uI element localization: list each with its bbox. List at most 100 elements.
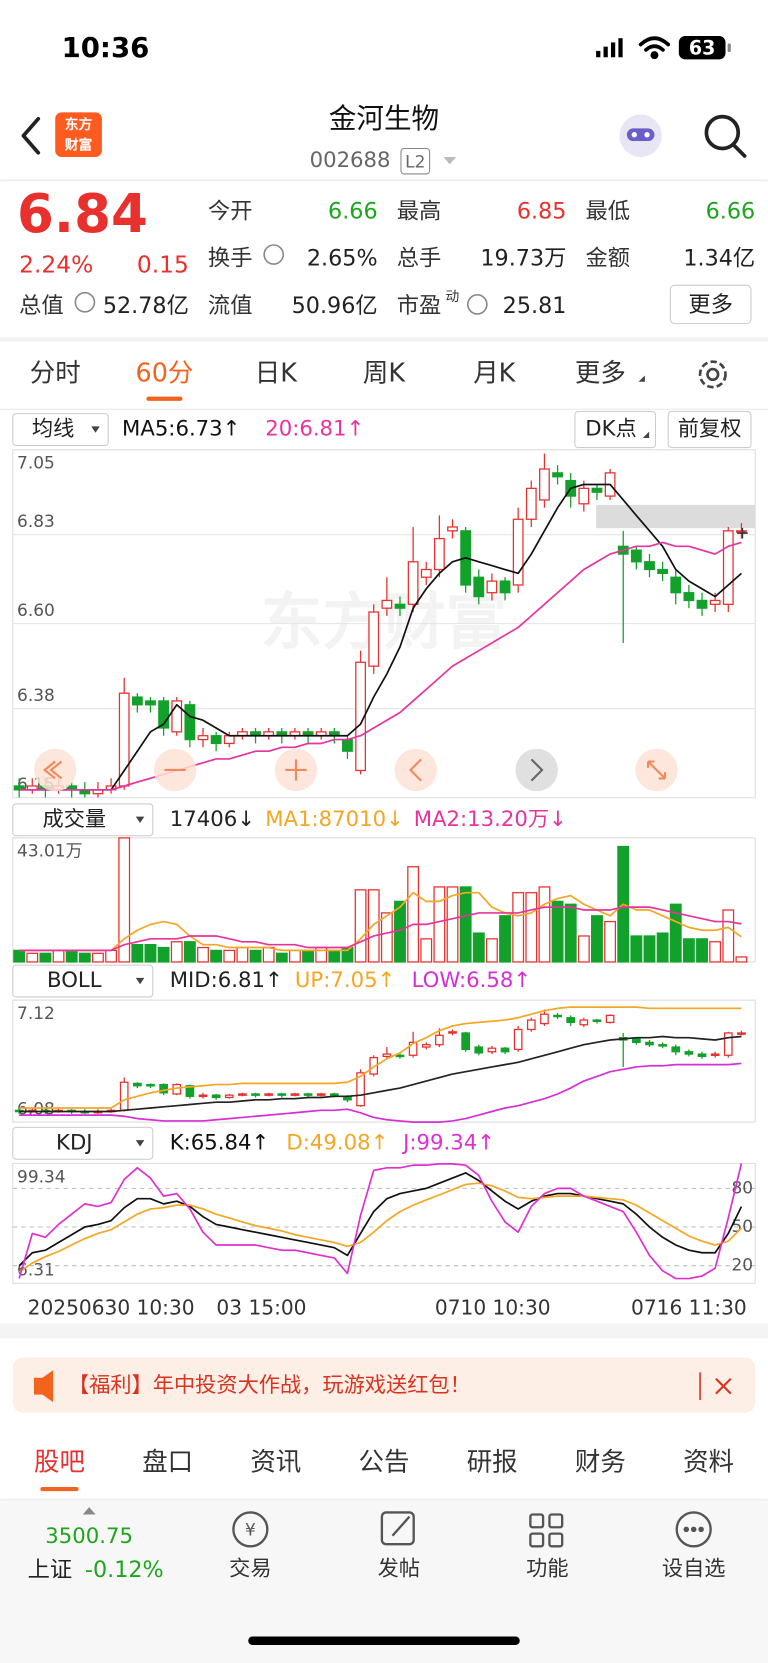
candle-body <box>566 1017 576 1024</box>
back-button[interactable] <box>21 116 41 155</box>
candle-body <box>473 576 485 598</box>
content-tab[interactable]: 研报 <box>467 1448 518 1478</box>
volume-bar <box>459 886 472 963</box>
indicator-selector[interactable] <box>12 964 154 998</box>
action-labels: 交易 发帖 功能 设自选 <box>229 1557 725 1582</box>
bottom-bar <box>0 1500 768 1663</box>
volume-bar <box>354 889 367 963</box>
candle-body <box>723 1032 733 1056</box>
banner-text[interactable]: 【福利】年中投资大作战，玩游戏送红包！ <box>68 1373 471 1398</box>
action-label[interactable]: 交易 <box>229 1557 271 1582</box>
period-tab[interactable]: 日K <box>255 358 298 388</box>
assistant-icon[interactable] <box>619 114 662 157</box>
volume-bar <box>682 938 695 963</box>
volume-bar <box>525 892 538 963</box>
dropdown-arrow[interactable] <box>443 156 457 165</box>
volume-bar <box>499 915 511 963</box>
expand-arrow[interactable] <box>82 1507 96 1515</box>
index-name[interactable]: 上证 <box>28 1557 73 1583</box>
indicator-name[interactable]: 成交量 <box>43 807 107 832</box>
more-button-text[interactable]: 更多 <box>688 292 733 318</box>
chart-button[interactable] <box>667 410 752 449</box>
volume-bar <box>52 949 65 963</box>
period-tab[interactable]: 60分 <box>136 358 194 388</box>
indicator-line <box>19 1006 742 1109</box>
indicator-selector[interactable] <box>12 413 109 446</box>
scroll-left-button[interactable] <box>394 748 438 792</box>
field-label: 最低 <box>586 199 631 225</box>
candle-body <box>591 487 603 493</box>
promo-banner[interactable] <box>12 1357 756 1413</box>
period-tabs: 分时 60分 日K 周K 月K 更多 <box>30 358 626 401</box>
index-change[interactable]: -0.12% <box>85 1557 164 1583</box>
volume-bar <box>643 935 656 963</box>
logo-text: 财富 <box>64 136 93 153</box>
field-value: 52.78亿 <box>103 293 189 319</box>
action-label[interactable]: 设自选 <box>662 1557 726 1582</box>
chart-frame <box>12 999 756 1123</box>
period-tab[interactable]: 月K <box>473 358 516 388</box>
volume-bar <box>13 949 26 963</box>
more-button[interactable] <box>669 284 752 325</box>
close-banner[interactable] <box>715 1378 732 1395</box>
content-tab[interactable]: 财务 <box>575 1448 626 1478</box>
content-tab[interactable]: 股吧 <box>34 1448 85 1478</box>
field-value: 19.73万 <box>480 245 566 271</box>
watermark: 东方财富 <box>261 586 507 658</box>
selector-arrow <box>91 426 100 433</box>
period-tab[interactable]: 分时 <box>30 358 81 388</box>
trade-icon[interactable] <box>232 1511 269 1548</box>
icon <box>409 758 422 782</box>
dot <box>690 1526 697 1533</box>
legend-entry: J:99.34↑ <box>401 1130 495 1155</box>
speaker-icon <box>34 1370 54 1403</box>
action-label[interactable]: 功能 <box>526 1557 568 1582</box>
content-tab[interactable]: 公告 <box>359 1448 410 1478</box>
candle-body <box>264 1093 274 1096</box>
chart-button-text[interactable]: 前复权 <box>678 417 742 442</box>
indicator-name[interactable]: KDJ <box>56 1130 92 1155</box>
indicator-selector[interactable] <box>12 803 154 837</box>
chart-button[interactable] <box>574 410 657 449</box>
candle-body <box>722 530 734 605</box>
candle-body <box>645 1041 654 1046</box>
more-tab-arrow <box>638 375 645 382</box>
field-label: 总值 <box>19 293 64 319</box>
candle-body <box>709 599 721 605</box>
action-label[interactable]: 发帖 <box>378 1557 420 1582</box>
period-tab[interactable]: 更多 <box>575 358 626 388</box>
watchlist-icon[interactable] <box>675 1511 712 1548</box>
chart-button-text[interactable]: DK点 <box>585 417 636 442</box>
scroll-right-button[interactable] <box>515 748 558 792</box>
content-tab[interactable]: 资讯 <box>250 1448 301 1478</box>
dot <box>698 1526 704 1533</box>
candle-body <box>435 1034 444 1046</box>
indicator-selector[interactable] <box>12 1126 154 1160</box>
section-gap <box>0 1323 768 1339</box>
y-tick-label: 43.01万 <box>17 841 83 861</box>
candle-body <box>486 580 498 594</box>
y-tick-label: 7.12 <box>17 1003 55 1023</box>
volume-bar <box>157 946 170 963</box>
settings-icon[interactable] <box>698 360 727 389</box>
volume-bar <box>656 932 669 963</box>
candle-body <box>630 549 642 563</box>
candle-body <box>552 472 563 478</box>
post-icon[interactable] <box>380 1511 415 1546</box>
indicator-name[interactable]: BOLL <box>47 968 102 993</box>
candle-body <box>198 1094 208 1098</box>
func-icon[interactable] <box>529 1513 545 1529</box>
legend-entry: UP:7.05↑ <box>295 968 395 993</box>
content-tab[interactable]: 资料 <box>683 1448 734 1478</box>
indicator-name[interactable]: 均线 <box>32 417 74 442</box>
content-tab[interactable]: 盘口 <box>142 1448 193 1478</box>
search-icon[interactable] <box>704 114 747 158</box>
y-tick-label: 6.38 <box>17 685 55 705</box>
volume-bar <box>39 952 52 963</box>
zoom-left-button[interactable] <box>34 748 77 792</box>
candle-body <box>578 487 590 505</box>
index-value[interactable]: 3500.75 <box>45 1524 133 1549</box>
stock-name: 金河生物 <box>329 102 439 135</box>
period-tab[interactable]: 周K <box>363 358 406 388</box>
volume-bar <box>92 952 104 963</box>
